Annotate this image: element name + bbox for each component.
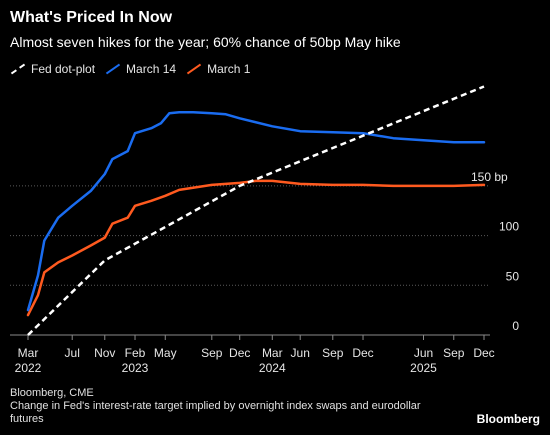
chart-title: What's Priced In Now	[10, 9, 173, 26]
x-tick-label: Sep	[322, 346, 344, 360]
x-tick-label: Sep	[443, 346, 465, 360]
legend: Fed dot-plot March 14 March 1	[10, 62, 260, 76]
x-tick-label: Sep	[201, 346, 223, 360]
x-tick-label: Jun	[414, 346, 433, 360]
x-tick-label: Jun	[291, 346, 310, 360]
x-tick-label: Feb	[125, 346, 146, 360]
legend-item-fed-dot-plot: Fed dot-plot	[10, 62, 95, 76]
x-tick-label: Nov	[94, 346, 115, 360]
legend-label: March 1	[207, 62, 251, 76]
chart-subtitle: Almost seven hikes for the year; 60% cha…	[10, 34, 401, 50]
x-year-label: 2023	[122, 361, 149, 375]
legend-item-march-1: March 1	[186, 62, 250, 76]
legend-label: March 14	[126, 62, 177, 76]
x-tick-label: Mar	[262, 346, 283, 360]
x-year-label: 2022	[15, 361, 42, 375]
legend-item-march-14: March 14	[105, 62, 176, 76]
series-line-march-14	[26, 111, 486, 312]
x-tick-label: Mar	[18, 346, 39, 360]
x-year-label: 2025	[410, 361, 437, 375]
y-tick-label: 0	[512, 319, 519, 333]
x-tick-label: May	[154, 346, 177, 360]
series-line-fed-dot-plot	[27, 85, 485, 336]
legend-label: Fed dot-plot	[31, 62, 96, 76]
x-year-label: 2024	[259, 361, 286, 375]
y-tick-label: 150 bp	[471, 170, 508, 184]
x-tick-label: Dec	[229, 346, 250, 360]
x-tick-label: Jul	[65, 346, 80, 360]
y-tick-label: 100	[499, 220, 519, 234]
x-tick-label: Dec	[352, 346, 373, 360]
y-tick-label: 50	[506, 269, 520, 283]
x-tick-label: Dec	[473, 346, 494, 360]
bloomberg-logo: Bloomberg	[476, 412, 540, 426]
footer-note: Change in Fed's interest-rate target imp…	[10, 400, 421, 425]
series-line-march-1	[26, 179, 486, 317]
footer-source: Bloomberg, CME	[10, 387, 94, 399]
